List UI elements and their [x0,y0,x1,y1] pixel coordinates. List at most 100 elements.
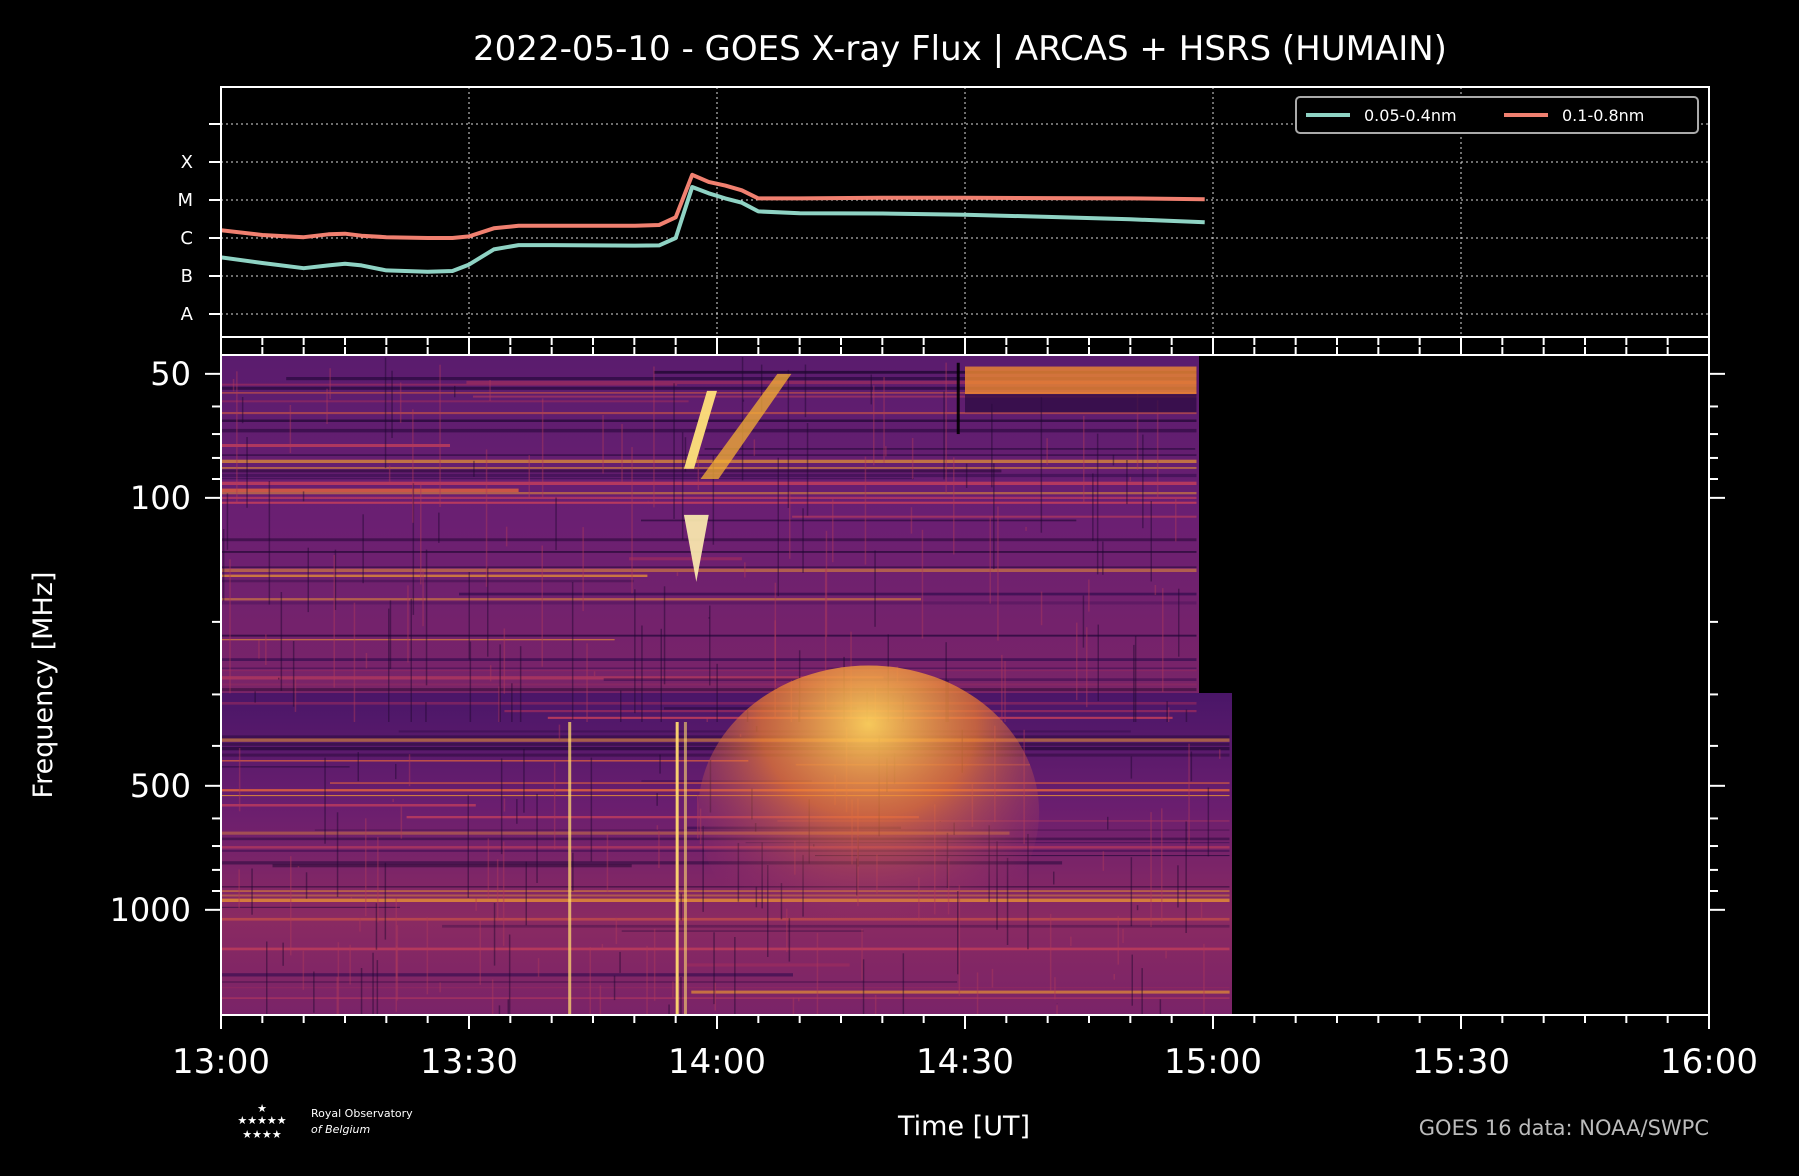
spectrogram-vstripe [508,999,510,1015]
spectrogram-vstripe [337,812,339,897]
spectrogram-stripe [221,551,1197,553]
spectrogram-vstripe [1135,636,1137,722]
spectrogram-vstripe [511,683,512,722]
spectrogram-vstripe [266,942,268,1016]
spectrogram-vstripe [591,758,593,862]
spectrogram-vstripe [473,461,475,477]
spectrogram-stripe [221,684,1197,686]
spectrogram-vstripe [582,527,584,611]
spectrogram-vstripe [494,903,496,966]
spectrogram-vstripe [778,458,780,597]
spectrogram-vstripe [303,491,305,501]
spectrogram-vstripe [227,493,229,550]
spectrogram-vstripe [489,380,491,401]
spectrogram-stripe [221,470,1001,473]
spectrogram-stripe [221,948,1230,951]
spectrogram-vstripe [438,513,440,543]
spec-xtick-label: 15:30 [1412,1042,1510,1082]
spectrogram-stripe [221,460,1197,463]
spectrogram-vstripe [677,572,679,576]
spectrogram-stripe [221,580,634,583]
spec-ytick-label: 500 [130,767,191,805]
spectrogram-vstripe [425,702,427,722]
spectrogram-vstripe [377,837,379,923]
goes-series-line [221,175,1205,238]
spectrogram-vstripe [832,499,834,562]
spectrogram-stripe [221,688,1197,691]
spectrogram-stripe [221,566,1197,568]
spectrogram-vstripe [621,424,623,482]
spectrogram-vstripe [826,531,828,637]
spectrogram-vstripe [290,856,292,955]
spectrogram-vstripe [239,748,241,811]
spectrogram-vstripe [1103,851,1105,871]
spectrogram-vstripe [308,548,310,612]
spectrogram-vstripe [523,749,525,813]
spec-xtick-label: 16:00 [1660,1042,1758,1082]
spectrogram-vstripe [1113,455,1115,466]
spectrogram-vstripe [1097,434,1099,575]
spectrogram-vstripe [990,517,992,604]
spectrogram-vstripe [641,626,643,723]
spectrogram-vstripe [1201,903,1203,921]
goes-ytick-label: X [181,152,193,173]
spectrogram-stripe [221,492,1197,494]
spectrogram-vstripe [469,572,471,659]
spectrogram-vstripe [396,899,398,1012]
spectrogram-vstripe [269,481,271,605]
spectrogram-vstripe [349,945,351,985]
spectrogram-vstripe [966,464,968,488]
spectrogram-vstripe [536,794,538,883]
spectrogram-vstripe [258,640,260,658]
spectrogram-vstripe [366,653,368,668]
spectrogram-stripe [221,601,1197,604]
spectrogram-vstripe [634,589,636,713]
broadband-spike [684,722,687,1015]
spectrogram-vstripe [422,571,424,627]
spectrogram-vstripe [657,825,659,830]
spectrogram-vstripe [238,869,240,908]
spectrogram-vstripe [883,377,885,463]
spectrogram-vstripe [1046,438,1048,465]
spectrogram-vstripe [265,634,267,665]
spectrogram-vstripe [656,793,658,806]
chart-title: 2022-05-10 - GOES X-ray Flux | ARCAS + H… [473,29,1447,69]
spectrogram-vstripe [709,606,711,686]
spectrogram-vstripe [329,368,331,399]
spectrogram-vstripe [1025,527,1027,531]
spectrogram-vstripe [242,397,244,423]
legend-label-long: 0.1-0.8nm [1562,106,1644,125]
spectrogram-vstripe [390,600,392,669]
spectrogram-vstripe [992,969,994,988]
spectrogram-vstripe [863,959,865,1015]
rob-logo-stars: ★★★★★ [237,1114,286,1127]
spectrogram-vstripe [468,795,470,898]
spectrogram-vstripe [426,550,428,686]
spectrogram-vstripe [1155,585,1157,595]
spectrogram-vstripe [1001,655,1003,722]
spectrogram-stripe [221,400,689,402]
broadband-continuum [698,666,1039,959]
spec-xtick-label: 13:30 [420,1042,518,1082]
spectrogram-vstripe [365,818,367,916]
spectrogram-vstripe [602,415,604,473]
spectrogram-stripe [221,639,615,640]
spectrogram-vstripe [661,629,663,722]
spectrogram-vstripe [1076,623,1078,701]
spectrogram-vstripe [516,799,518,824]
spectrogram-vstripe [680,977,682,1015]
spectrogram-vstripe [490,665,492,681]
spectrogram-stripe [221,918,1230,921]
spectrogram-vstripe [620,691,622,723]
spectrogram-vstripe [503,842,505,946]
spectrogram-vstripe [798,998,800,1001]
spectrogram-vstripe [486,449,488,586]
spectrogram-vstripe [359,918,361,931]
spectrogram-stripe [221,569,1197,572]
spectrogram-stripe [629,557,742,560]
spectrogram-vstripe [1053,872,1055,885]
spectrogram-vstripe [385,863,387,940]
spectrogram-vstripe [1050,914,1052,990]
spectrogram-vstripe [303,951,305,990]
